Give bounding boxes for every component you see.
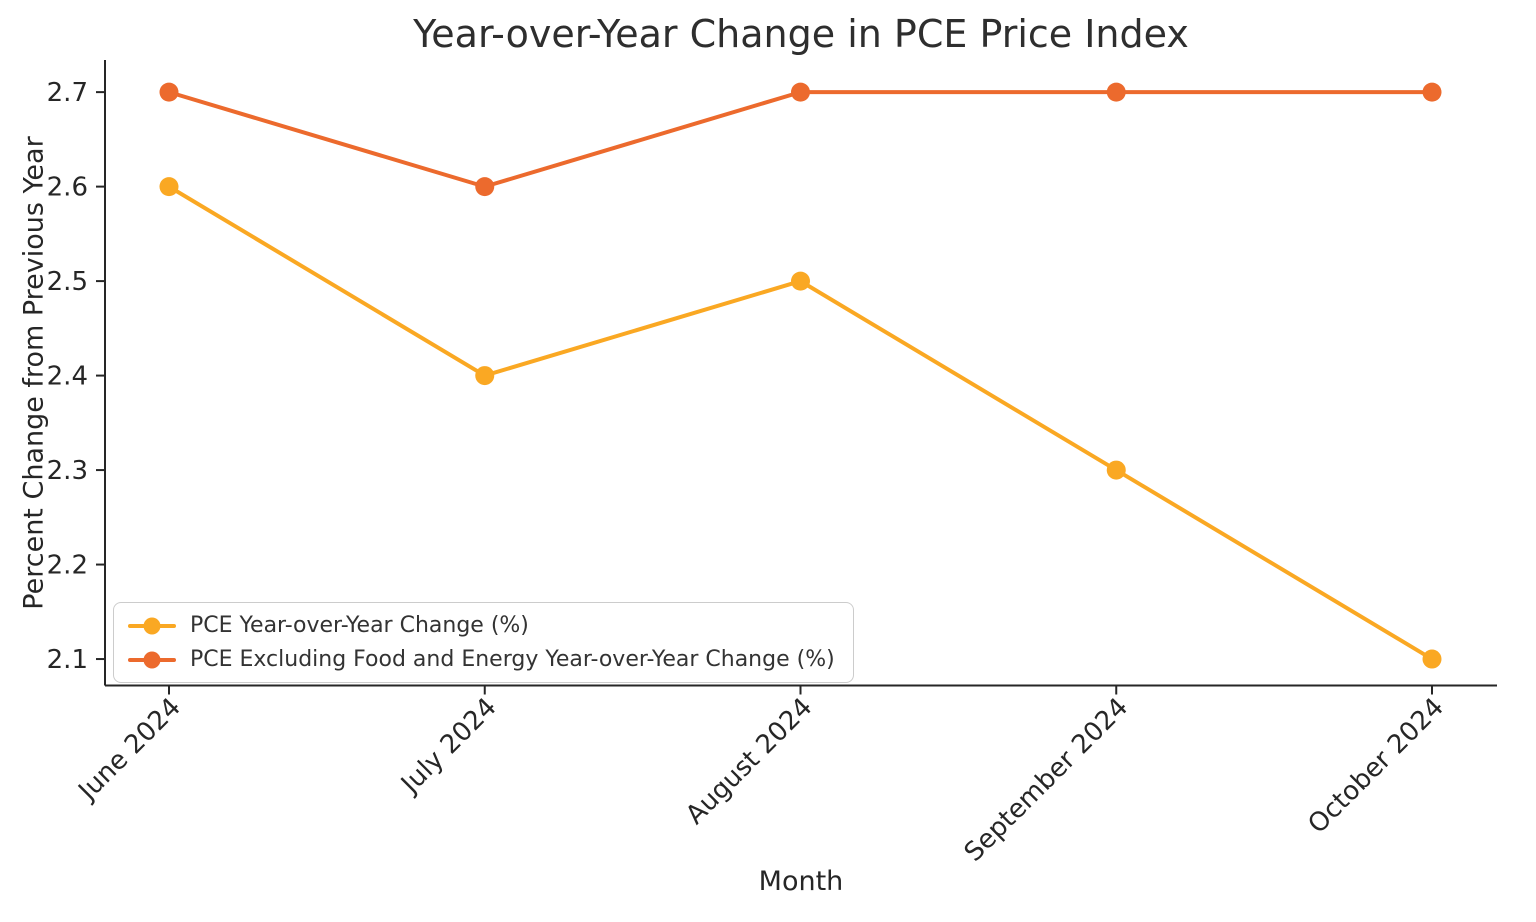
legend-line-marker-icon: [128, 651, 176, 669]
legend-dot-1: [143, 651, 161, 668]
legend: PCE Year-over-Year Change (%) PCE Exclud…: [113, 602, 854, 683]
y-tick-label: 2.1: [47, 645, 88, 675]
data-point-marker-1-1: [475, 177, 495, 197]
y-tick-label: 2.4: [47, 362, 88, 392]
x-axis-label: Month: [758, 866, 844, 897]
y-tick-label: 2.7: [47, 78, 88, 108]
legend-item-core-pce: PCE Excluding Food and Energy Year-over-…: [128, 647, 835, 672]
data-point-marker-1-4: [1422, 82, 1442, 102]
x-tick-label: July 2024: [394, 692, 502, 800]
data-point-marker-0-0: [159, 177, 179, 197]
chart-title: Year-over-Year Change in PCE Price Index: [413, 12, 1189, 56]
legend-label-core-pce: PCE Excluding Food and Energy Year-over-…: [190, 647, 835, 672]
x-tick-label: October 2024: [1303, 692, 1450, 839]
data-point-marker-1-0: [159, 82, 179, 102]
y-tick-label: 2.3: [47, 456, 88, 486]
series-line-1: [167, 90, 1434, 189]
data-point-marker-0-4: [1422, 649, 1442, 669]
y-tick-label: 2.5: [47, 267, 88, 297]
x-tick-label: August 2024: [680, 692, 818, 830]
y-tick-label: 2.6: [47, 173, 88, 203]
legend-line-marker-icon: [128, 617, 176, 635]
data-point-marker-0-1: [475, 366, 495, 386]
series-line-0: [167, 184, 1434, 662]
x-tick-label: September 2024: [959, 692, 1134, 867]
x-tick-label: June 2024: [72, 692, 187, 807]
data-point-marker-1-2: [791, 82, 810, 102]
legend-label-pce: PCE Year-over-Year Change (%): [190, 613, 529, 638]
y-tick-label: 2.2: [47, 551, 88, 581]
legend-dot-0: [143, 617, 161, 634]
data-point-marker-1-3: [1106, 82, 1126, 102]
data-point-marker-0-3: [1106, 460, 1126, 480]
data-point-marker-0-2: [791, 271, 810, 291]
legend-item-pce: PCE Year-over-Year Change (%): [128, 613, 835, 638]
